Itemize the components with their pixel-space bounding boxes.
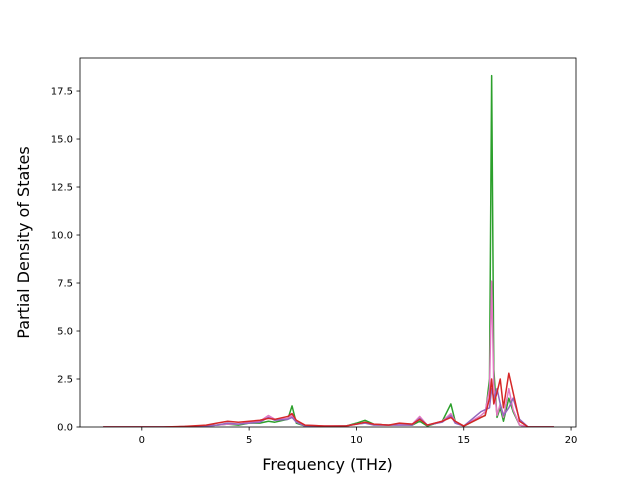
plot-frame [79,57,577,428]
x-tick-label: 5 [246,435,252,446]
x-tick-label: 15 [457,435,470,446]
y-tick-label: 12.5 [51,183,73,194]
x-tick-label: 0 [139,435,145,446]
y-tick-label: 15.0 [51,135,73,146]
y-tick-label: 2.5 [57,375,73,386]
data-line [103,280,554,427]
data-line [103,372,554,427]
y-tick-label: 0.0 [57,423,73,434]
y-axis-label: Partial Density of States [14,146,33,338]
x-tick-label: 10 [350,435,363,446]
y-tick-label: 7.5 [57,279,73,290]
data-line [103,74,554,427]
y-tick-label: 10.0 [51,231,73,242]
x-tick-label: 20 [565,435,578,446]
x-axis-label: Frequency (THz) [262,455,392,474]
y-tick-label: 5.0 [57,327,73,338]
y-tick-label: 17.5 [51,87,73,98]
